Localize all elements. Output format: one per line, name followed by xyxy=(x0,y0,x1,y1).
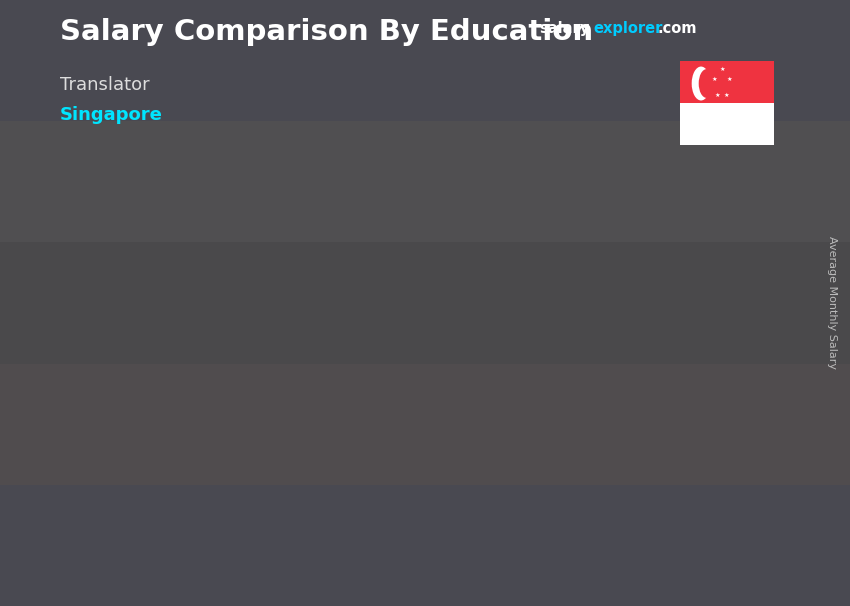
Bar xyxy=(680,61,774,103)
Text: .com: .com xyxy=(657,21,696,36)
Text: 5,420 SGD: 5,420 SGD xyxy=(277,342,367,358)
Polygon shape xyxy=(433,307,523,527)
Text: ★: ★ xyxy=(715,93,720,98)
Polygon shape xyxy=(105,381,214,391)
Text: ★: ★ xyxy=(719,67,725,72)
Polygon shape xyxy=(269,361,378,371)
Bar xyxy=(0,242,850,364)
Bar xyxy=(0,364,850,485)
Polygon shape xyxy=(687,233,706,527)
Text: Singapore: Singapore xyxy=(60,106,162,124)
Bar xyxy=(0,0,850,121)
Text: ★: ★ xyxy=(727,76,733,82)
Text: 4,710 SGD: 4,710 SGD xyxy=(97,363,186,378)
Bar xyxy=(680,103,774,145)
Text: 9,820 SGD: 9,820 SGD xyxy=(605,215,695,230)
Circle shape xyxy=(692,67,711,101)
Text: Average Monthly Salary: Average Monthly Salary xyxy=(827,236,837,370)
Text: +41%: +41% xyxy=(360,230,432,250)
Text: salary: salary xyxy=(540,21,590,36)
Polygon shape xyxy=(597,233,706,244)
Bar xyxy=(0,121,850,242)
Polygon shape xyxy=(523,297,542,527)
Polygon shape xyxy=(105,391,195,527)
Polygon shape xyxy=(195,381,214,527)
Polygon shape xyxy=(433,297,542,307)
Bar xyxy=(0,485,850,606)
Circle shape xyxy=(699,69,715,98)
Text: Translator: Translator xyxy=(60,76,149,94)
Text: +15%: +15% xyxy=(196,311,268,331)
Text: 7,620 SGD: 7,620 SGD xyxy=(441,279,531,294)
Text: ★: ★ xyxy=(724,93,729,98)
Polygon shape xyxy=(597,244,687,527)
Polygon shape xyxy=(359,361,378,527)
Text: explorer: explorer xyxy=(593,21,663,36)
Text: ★: ★ xyxy=(711,76,717,82)
Polygon shape xyxy=(269,371,359,527)
Text: +29%: +29% xyxy=(524,175,596,195)
Text: Salary Comparison By Education: Salary Comparison By Education xyxy=(60,18,592,46)
